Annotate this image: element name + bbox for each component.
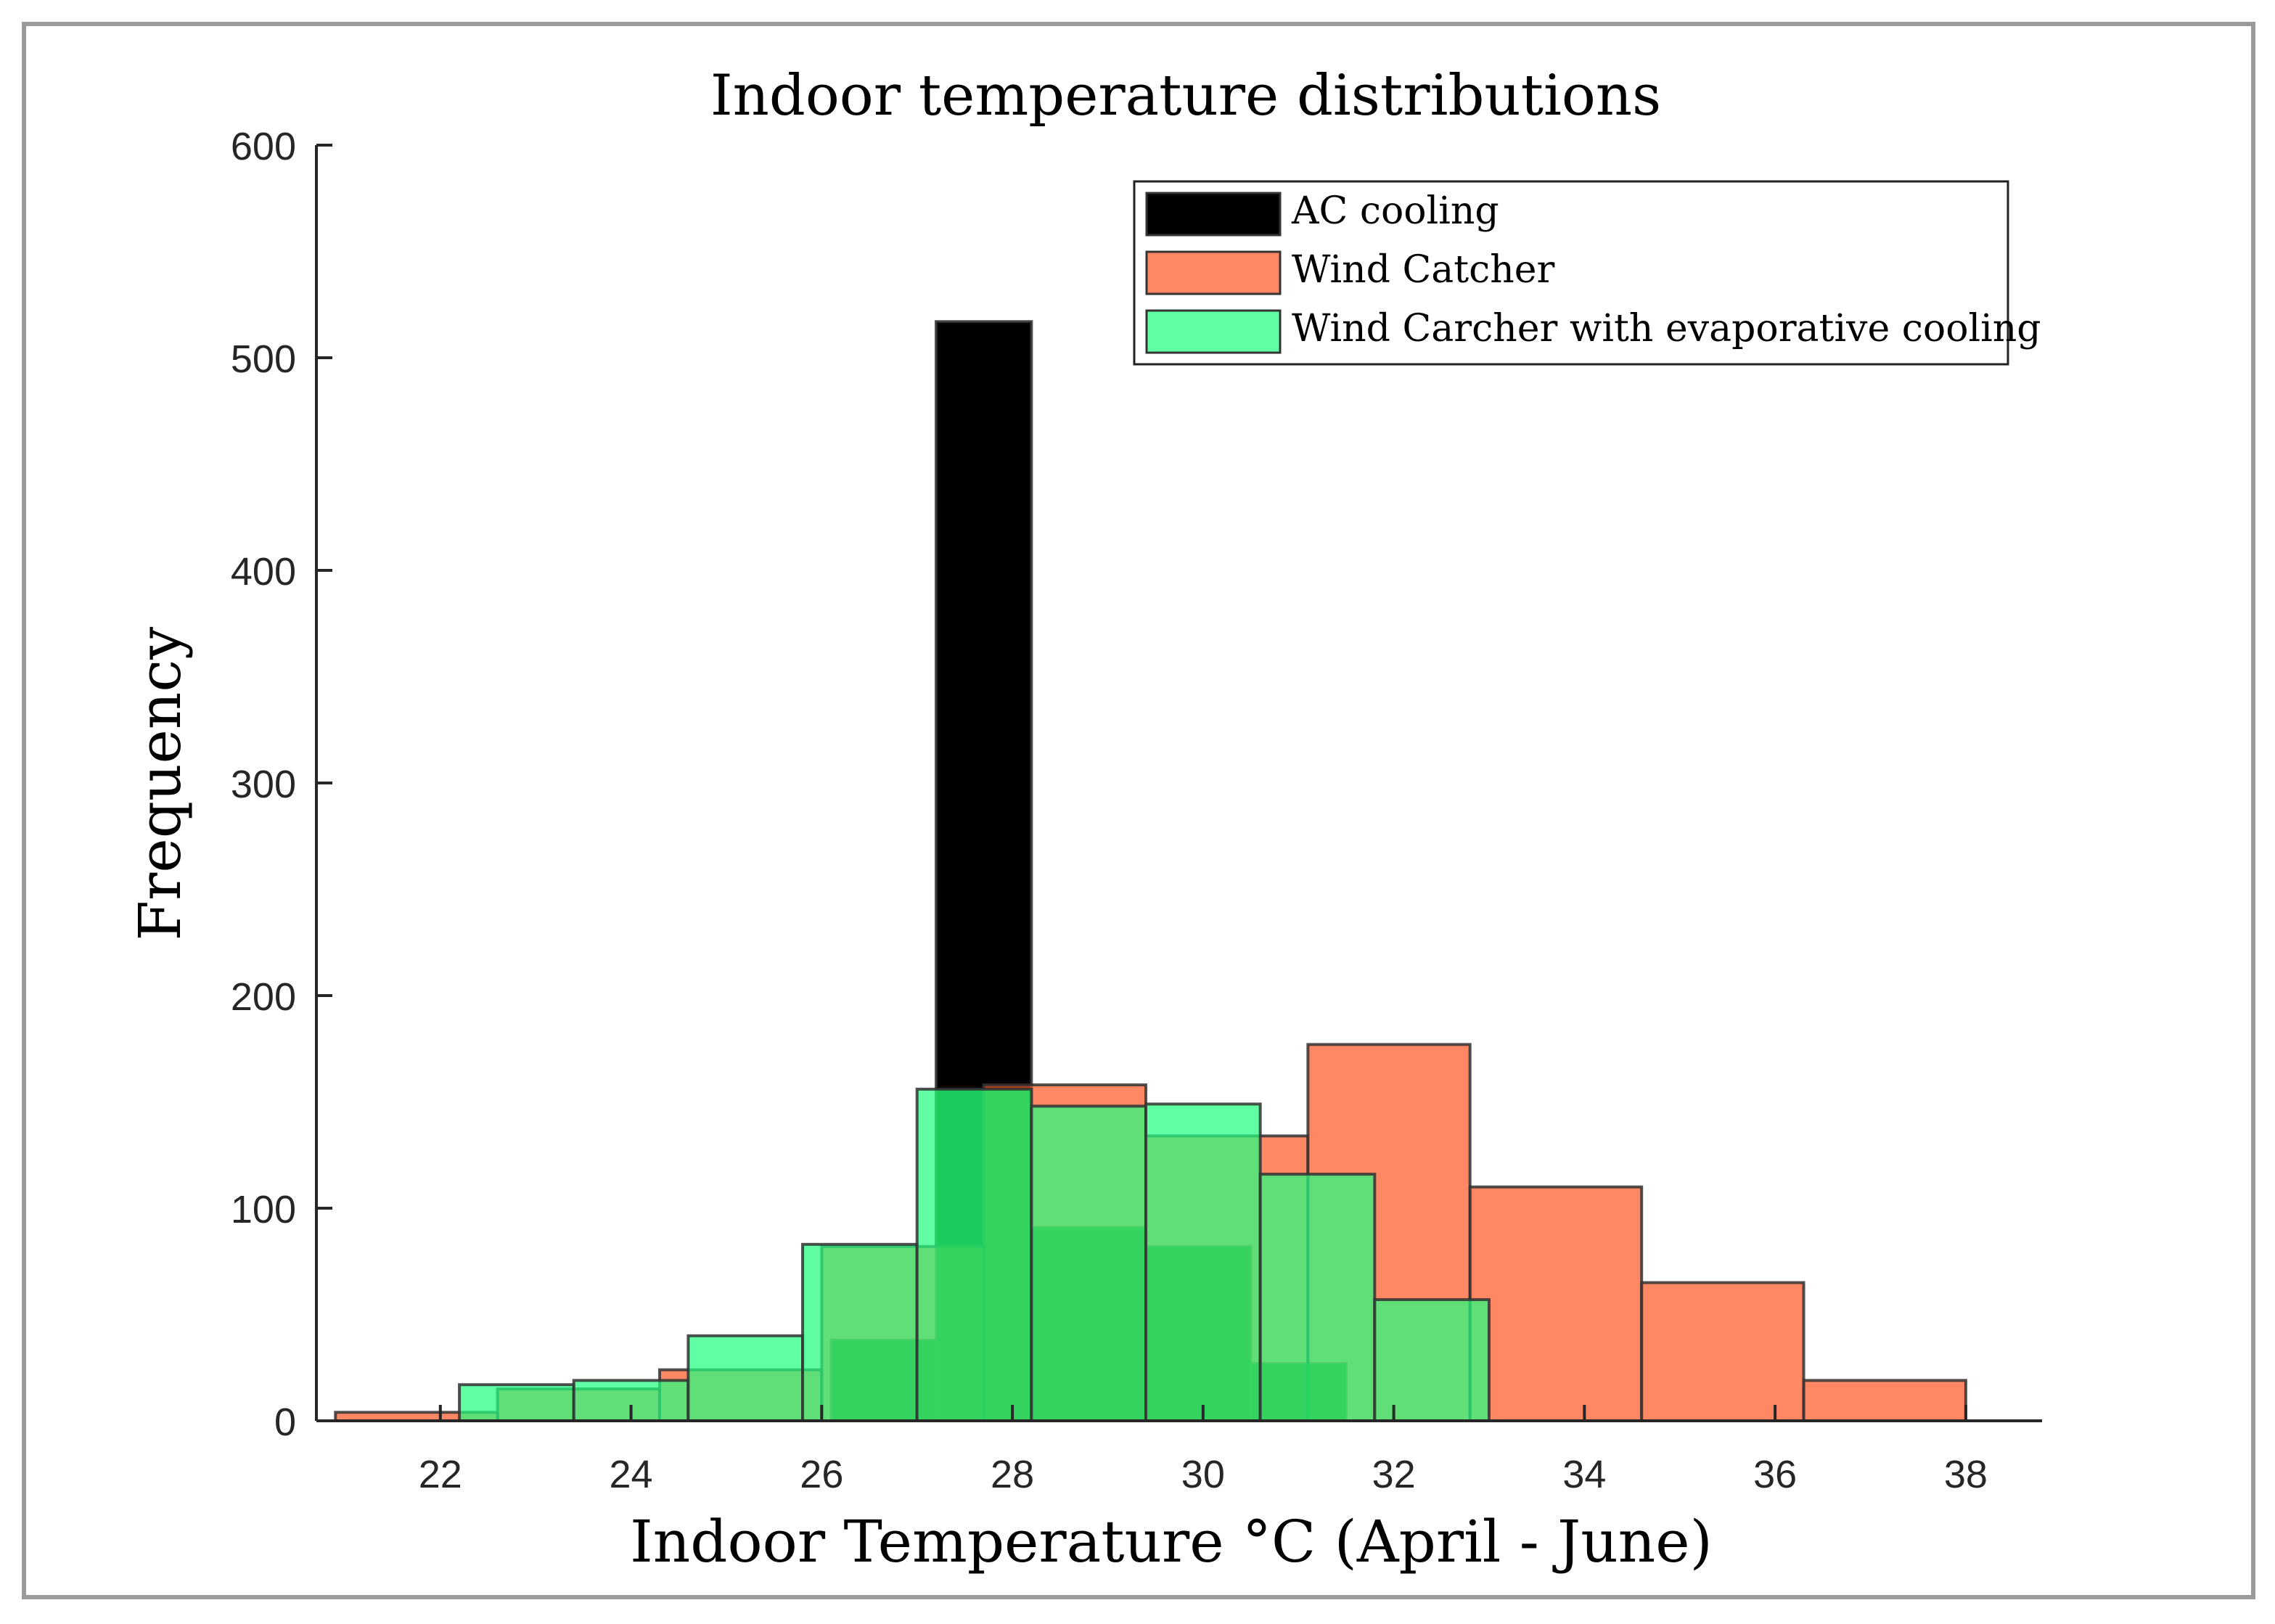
y-axis-label: Frequency [126,627,194,941]
evap-bar-5 [1030,1104,1148,1422]
y-tick-label: 400 [231,550,296,594]
chart-title: Indoor temperature distributions [710,63,1661,128]
legend-swatch-wind-catcher [1145,250,1282,295]
legend: AC cooling Wind Catcher Wind Carcher wit… [1133,180,2041,366]
y-tick-label: 100 [231,1188,296,1231]
wind-bar-8 [1640,1281,1805,1423]
y-tick-label: 200 [231,975,296,1019]
evap-bar-2 [686,1334,805,1423]
evap-bar-8 [1373,1297,1491,1422]
wind-bar-7 [1468,1185,1644,1422]
legend-label-ac-cooling: AC cooling [1291,189,1499,233]
evap-bar-0 [458,1383,575,1422]
legend-label-wind-catcher: Wind Catcher [1292,248,1555,292]
y-tick-label: 0 [274,1401,296,1444]
y-tick-label: 600 [231,125,296,168]
legend-swatch-ac-cooling [1145,192,1282,237]
x-tick-label: 30 [1181,1453,1225,1496]
x-tick-label: 38 [1944,1453,1988,1496]
wind-bar-9 [1802,1379,1967,1422]
evap-bar-3 [801,1242,919,1423]
evap-bar-7 [1258,1173,1377,1422]
x-tick-label: 22 [419,1453,462,1496]
y-axis-ticks: 0 100 200 300 400 500 600 [231,125,332,1444]
x-axis-label: Indoor Temperature °C (April - June) [630,1508,1713,1575]
evap-bar-6 [1144,1102,1262,1423]
y-tick-label: 500 [231,337,296,381]
x-axis-ticks: 22 24 26 28 30 32 34 36 38 [419,1405,1988,1496]
x-tick-label: 36 [1753,1453,1797,1496]
x-tick-label: 26 [800,1453,843,1496]
evaporative-cooling-bars [458,1087,1491,1423]
x-tick-label: 24 [610,1453,653,1496]
x-tick-label: 32 [1372,1453,1416,1496]
y-tick-label: 300 [231,763,296,806]
evap-bar-4 [915,1087,1033,1423]
legend-label-evaporative-cooling: Wind Carcher with evaporative cooling [1292,307,2041,350]
x-tick-label: 34 [1562,1453,1606,1496]
x-tick-label: 28 [991,1453,1034,1496]
legend-swatch-evaporative-cooling [1145,309,1282,354]
